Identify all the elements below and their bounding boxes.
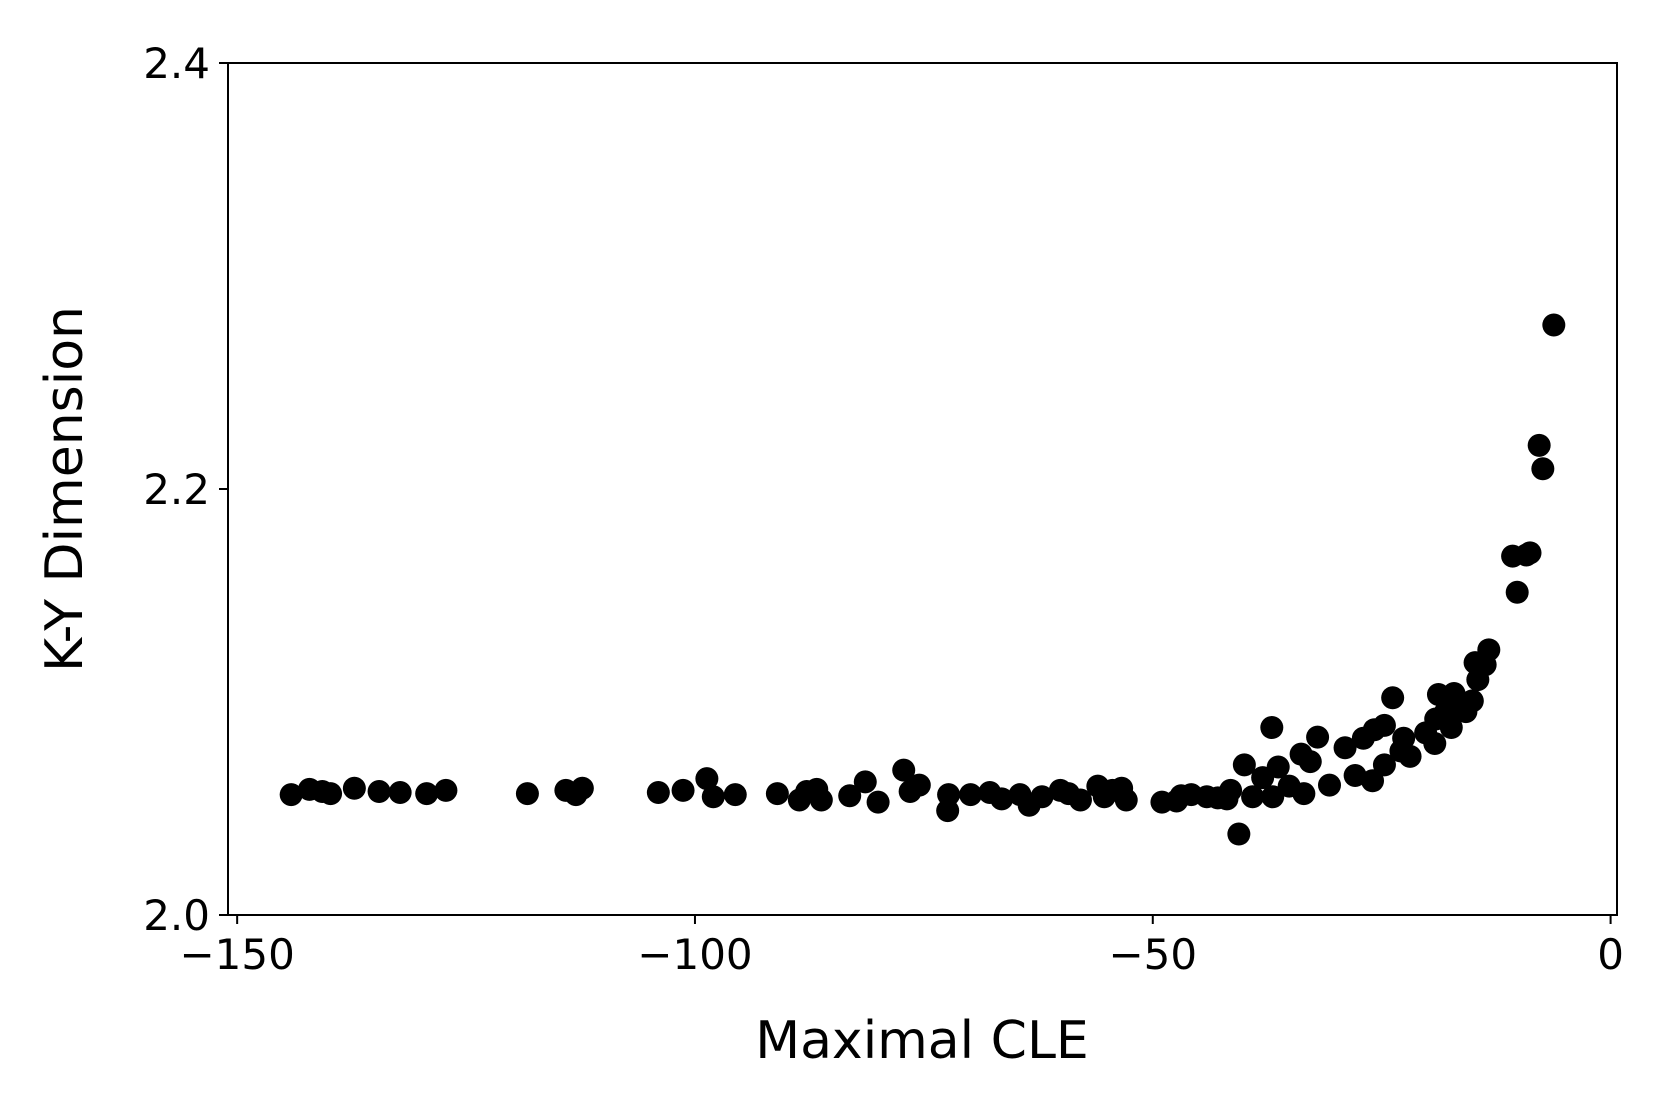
point [765, 782, 789, 806]
point [1266, 755, 1290, 779]
point [1392, 726, 1416, 750]
point [990, 787, 1014, 811]
y-tick-label: 2.4 [143, 39, 210, 88]
point [415, 782, 439, 806]
point [695, 767, 719, 791]
point [1261, 785, 1285, 809]
point [367, 779, 391, 803]
y-axis-label: K-Y Dimension [35, 306, 95, 672]
point [1372, 713, 1396, 737]
point [1542, 313, 1566, 337]
point [342, 776, 366, 800]
point [1068, 788, 1092, 812]
point [1292, 782, 1316, 806]
point [1241, 785, 1265, 809]
point [959, 783, 983, 807]
point [1423, 732, 1447, 756]
point [1527, 433, 1551, 457]
point [1477, 638, 1501, 662]
point [1343, 763, 1367, 787]
point [937, 783, 961, 807]
point [1439, 716, 1463, 740]
point [907, 773, 931, 797]
point [388, 781, 412, 805]
point [1298, 750, 1322, 774]
x-tick-label: −150 [179, 930, 294, 979]
point [1460, 689, 1484, 713]
point [319, 782, 343, 806]
point [838, 784, 862, 808]
point [671, 778, 695, 802]
y-tick-label: 2.2 [143, 465, 210, 514]
point [1260, 716, 1284, 740]
point [1317, 773, 1341, 797]
point [646, 781, 670, 805]
point [570, 776, 594, 800]
x-axis-label: Maximal CLE [755, 1011, 1089, 1071]
point [1381, 686, 1405, 710]
point [1361, 769, 1385, 793]
x-tick-label: −50 [1108, 930, 1197, 979]
point [809, 788, 833, 812]
y-tick-label: 2.0 [143, 891, 210, 940]
point [279, 783, 303, 807]
point [892, 758, 916, 782]
point [853, 770, 877, 794]
point [1398, 744, 1422, 768]
point [723, 783, 747, 807]
point [1333, 736, 1357, 760]
point [866, 790, 890, 814]
point [515, 782, 539, 806]
point [434, 778, 458, 802]
plot-frame [227, 62, 1618, 916]
point [1518, 541, 1542, 565]
point [701, 785, 725, 809]
point [1215, 787, 1239, 811]
point [1372, 753, 1396, 777]
point [1505, 580, 1529, 604]
x-tick-label: 0 [1597, 930, 1624, 979]
point [1030, 785, 1054, 809]
x-tick-label: −100 [637, 930, 752, 979]
point [1306, 725, 1330, 749]
point [1531, 457, 1555, 481]
point [1232, 753, 1256, 777]
point [1227, 822, 1251, 846]
point [1114, 788, 1138, 812]
